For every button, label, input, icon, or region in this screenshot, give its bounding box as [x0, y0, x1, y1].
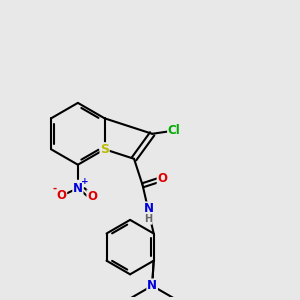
Text: N: N [143, 202, 154, 215]
Text: N: N [147, 279, 157, 292]
Text: H: H [144, 214, 152, 224]
Text: Cl: Cl [168, 124, 180, 137]
Text: -: - [52, 184, 56, 194]
Text: O: O [57, 189, 67, 202]
Text: O: O [157, 172, 167, 185]
Text: +: + [80, 177, 88, 186]
Text: N: N [73, 182, 83, 195]
Text: O: O [87, 190, 97, 203]
Text: N: N [147, 279, 157, 292]
Text: S: S [100, 143, 109, 156]
